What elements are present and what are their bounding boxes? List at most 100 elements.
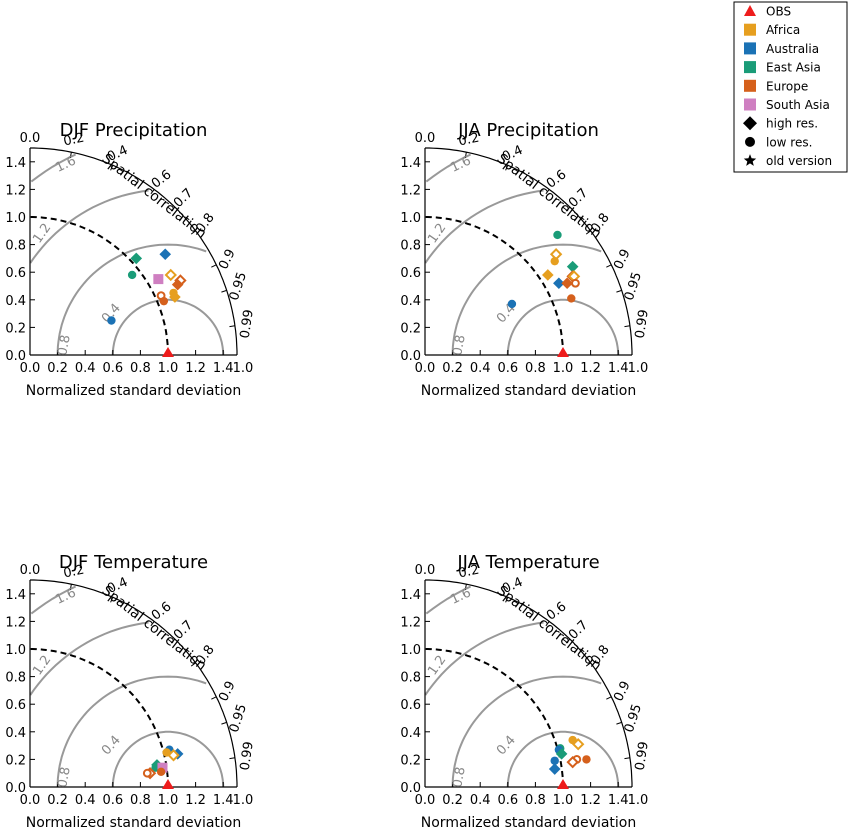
data-point-europe-circle xyxy=(567,294,576,303)
corr-tick-mark xyxy=(190,662,196,667)
corr-tick-mark xyxy=(190,230,196,235)
rms-contour-label: 0.8 xyxy=(450,766,468,789)
y-tick-label: 0.4 xyxy=(400,294,421,309)
y-tick-label: 0.8 xyxy=(5,671,26,686)
y-tick-label: 1.0 xyxy=(400,211,421,226)
x-tick-label: 0.2 xyxy=(442,793,463,808)
rms-contour xyxy=(29,621,149,696)
rms-contour xyxy=(29,189,149,264)
legend-square-icon xyxy=(744,98,756,111)
corr-tick-mark xyxy=(606,696,612,700)
legend-label: Europe xyxy=(766,79,808,93)
outer-arc xyxy=(30,579,238,787)
rms-contour-label: 1.2 xyxy=(425,653,449,679)
panel-title: JJA Temperature xyxy=(456,552,599,573)
legend-label: high res. xyxy=(766,117,818,131)
x-tick-label: 0.2 xyxy=(47,361,68,376)
x-axis-label: Normalized standard deviation xyxy=(26,383,241,399)
data-point-australia-diamond xyxy=(548,763,561,775)
obs-reference-marker xyxy=(557,347,569,357)
data-point-europe-circle xyxy=(142,768,152,778)
x-tick-label: 1.0 xyxy=(158,361,179,376)
legend-label: old version xyxy=(766,154,832,168)
data-point-australia-circle xyxy=(107,316,116,325)
data-point-africa-diamond xyxy=(167,749,180,762)
corr-tick-label: 0.2 xyxy=(457,563,480,582)
rms-contour xyxy=(424,621,544,696)
legend-label: East Asia xyxy=(766,61,821,75)
y-tick-label: 0.4 xyxy=(5,294,26,309)
data-point-europe-diamond xyxy=(561,277,573,290)
corr-tick-label: 0.9 xyxy=(216,679,239,704)
corr-tick-mark xyxy=(221,721,227,725)
x-tick-label-end: 1.0 xyxy=(628,793,649,808)
y-tick-label: 1.4 xyxy=(5,588,26,603)
reference-std-arc xyxy=(425,216,564,355)
corr-tick-label: 0.99 xyxy=(238,741,257,772)
rms-contour xyxy=(56,243,207,356)
corr-tick-mark xyxy=(150,621,155,627)
corr-tick-mark xyxy=(69,584,72,590)
x-axis-label: Normalized standard deviation xyxy=(26,815,241,828)
outer-arc xyxy=(425,579,633,787)
corr-tick-mark xyxy=(211,264,217,268)
corr-tick-mark xyxy=(110,165,114,171)
y-tick-label: 1.4 xyxy=(400,156,421,171)
data-point-east-asia-diamond xyxy=(130,252,143,265)
corr-tick-mark xyxy=(616,721,622,725)
legend: OBS Africa Australia East Asia Europe South A… xyxy=(733,1,848,173)
rms-contour-label: 0.8 xyxy=(55,766,73,789)
y-tick-label: 0.2 xyxy=(5,321,26,336)
x-tick-label-end: 1.0 xyxy=(233,793,254,808)
corr-tick-label: 0.99 xyxy=(633,309,652,340)
data-point-australia-circle xyxy=(550,756,559,765)
y-tick-label-top: 0.0 xyxy=(415,131,436,146)
legend-star-icon xyxy=(743,154,757,166)
legend-circle-icon xyxy=(745,136,755,147)
rms-contour xyxy=(111,730,225,787)
obs-reference-marker xyxy=(162,779,174,789)
y-tick-label: 0.6 xyxy=(400,698,421,713)
data-point-east-asia-circle xyxy=(553,230,562,240)
data-point-europe-circle xyxy=(571,278,580,288)
outer-arc xyxy=(30,147,238,355)
y-tick-label: 0.4 xyxy=(5,726,26,741)
rms-contour-label: 1.6 xyxy=(448,585,473,607)
y-tick-label: 1.2 xyxy=(5,615,26,630)
data-point-east-asia-diamond xyxy=(555,748,568,760)
legend-square-icon xyxy=(744,23,756,36)
y-tick-label: 0.6 xyxy=(5,698,26,713)
data-point-europe-circle xyxy=(582,755,591,764)
corr-tick-mark xyxy=(616,289,622,293)
y-tick-label: 0.6 xyxy=(5,266,26,281)
obs-reference-marker xyxy=(162,347,174,357)
x-tick-label: 1.4 xyxy=(608,793,629,808)
corr-tick-mark xyxy=(229,757,236,760)
x-tick-label: 1.0 xyxy=(553,361,574,376)
x-tick-label: 0.0 xyxy=(20,361,41,376)
rms-contour xyxy=(30,585,77,615)
x-tick-label: 1.4 xyxy=(608,361,629,376)
corr-tick-mark xyxy=(585,230,591,235)
data-point-australia-diamond xyxy=(159,248,172,261)
corr-tick-mark xyxy=(211,696,217,700)
y-tick-label: 1.0 xyxy=(5,643,26,658)
y-tick-label: 0.0 xyxy=(400,349,421,364)
y-tick-label: 0.8 xyxy=(5,239,26,254)
x-tick-label: 0.6 xyxy=(102,361,123,376)
corr-tick-mark xyxy=(150,189,155,195)
x-tick-label: 0.4 xyxy=(75,793,96,808)
y-tick-label: 0.2 xyxy=(400,753,421,768)
legend-label: Australia xyxy=(766,42,819,56)
x-tick-label: 0.0 xyxy=(415,361,436,376)
x-tick-label-end: 1.0 xyxy=(233,361,254,376)
x-tick-label: 1.2 xyxy=(185,793,206,808)
rms-contour-label: 0.4 xyxy=(99,733,124,758)
rms-contour xyxy=(451,675,602,788)
y-tick-label: 1.4 xyxy=(5,156,26,171)
corr-tick-mark xyxy=(170,638,176,644)
corr-tick-mark xyxy=(464,152,467,158)
corr-tick-mark xyxy=(606,264,612,268)
corr-tick-mark xyxy=(464,584,467,590)
